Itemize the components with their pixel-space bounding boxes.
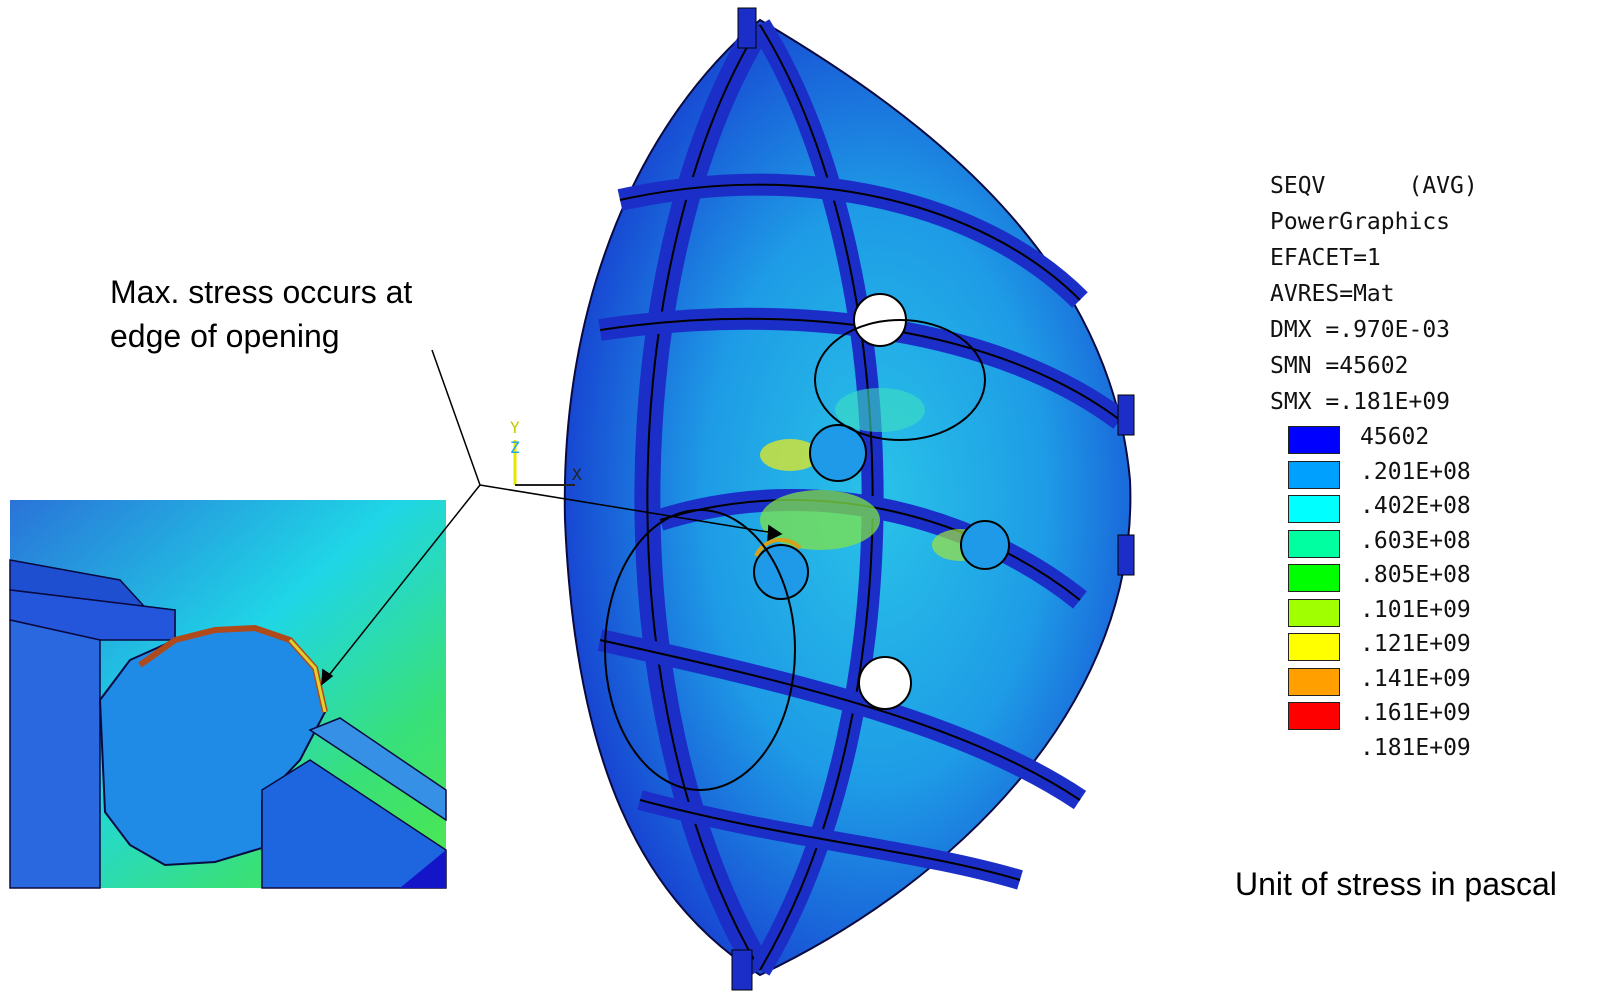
legend-header-line: SEQV (AVG) [1270, 173, 1478, 199]
legend-row: .402E+08 [1270, 489, 1530, 524]
legend-color-swatch [1288, 598, 1340, 627]
vessel-model [563, 7, 1135, 991]
legend-color-swatch [1288, 564, 1340, 592]
callout-text: Max. stress occurs at edge of opening [110, 274, 413, 354]
legend-value: .402E+08 [1360, 493, 1471, 519]
legend-row: .805E+08 [1270, 558, 1530, 593]
legend-header-line: SMN =45602 [1270, 353, 1409, 379]
legend-header-line: AVRES=Mat [1270, 281, 1395, 307]
leader-lines [321, 349, 783, 686]
legend-row: .161E+09 [1270, 696, 1530, 731]
legend-row: .603E+08 [1270, 524, 1530, 559]
unit-note: Unit of stress in pascal [1235, 866, 1557, 902]
legend-contour-rows: 45602 .201E+08 .402E+08 .603E+08 .805E+08 .10… [1270, 420, 1530, 765]
legend-value: .101E+09 [1360, 596, 1471, 623]
triad-y-label: Y [510, 418, 520, 437]
legend-value: .805E+08 [1360, 562, 1471, 588]
coordinate-triad: Y Z X [510, 418, 582, 486]
legend-value: .201E+08 [1360, 458, 1471, 485]
legend-color-swatch [1288, 529, 1340, 558]
legend-value: .161E+09 [1360, 700, 1471, 726]
legend-color-swatch [1288, 426, 1340, 454]
legend-color-swatch [1288, 633, 1340, 661]
legend-row: .181E+09 [1270, 731, 1530, 766]
legend-value: 45602 [1360, 424, 1430, 450]
legend-value: .181E+09 [1360, 734, 1471, 761]
legend-value: .121E+09 [1360, 631, 1471, 657]
legend-value: .141E+09 [1360, 665, 1471, 692]
legend-header-line: PowerGraphics [1270, 209, 1451, 235]
legend-row: 45602 [1270, 420, 1530, 455]
zoom-inset [9, 500, 447, 889]
legend-color-swatch [1288, 667, 1340, 696]
legend-color-swatch [1288, 495, 1340, 523]
legend-row: .121E+09 [1270, 627, 1530, 662]
contour-legend: SEQV (AVG) PowerGraphics EFACET=1 AVRES=… [1270, 168, 1530, 765]
legend-row: .101E+09 [1270, 593, 1530, 628]
legend-row: .141E+09 [1270, 662, 1530, 697]
legend-header-line: SMX =.181E+09 [1270, 389, 1451, 415]
triad-z-label: Z [510, 438, 520, 457]
triad-x-label: X [572, 465, 582, 484]
legend-color-swatch [1288, 702, 1340, 730]
legend-header-line: DMX =.970E-03 [1270, 317, 1451, 343]
legend-header-line: EFACET=1 [1270, 245, 1381, 271]
legend-color-swatch [1288, 460, 1340, 489]
legend-value: .603E+08 [1360, 527, 1471, 554]
legend-row: .201E+08 [1270, 455, 1530, 490]
